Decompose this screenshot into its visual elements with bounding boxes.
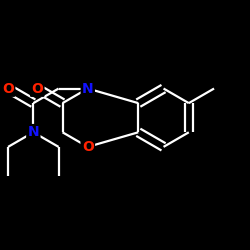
Text: O: O — [31, 82, 43, 96]
Text: O: O — [82, 140, 94, 154]
Text: N: N — [28, 125, 39, 139]
Text: N: N — [82, 82, 94, 96]
Text: O: O — [2, 82, 14, 96]
